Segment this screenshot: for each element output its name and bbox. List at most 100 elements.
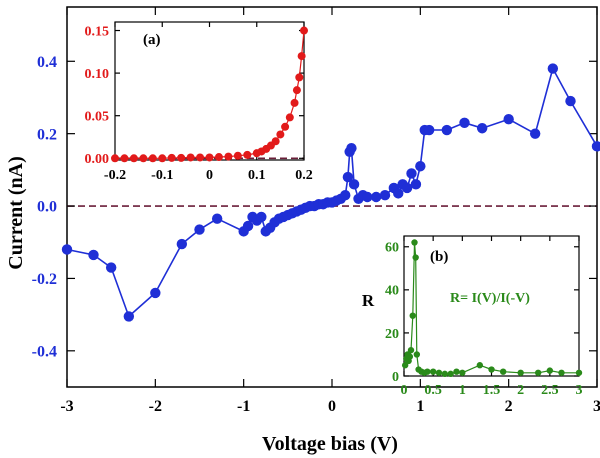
inset_b-data-point	[406, 353, 414, 360]
main-y-tick-label: 0.4	[37, 54, 57, 71]
inset_b-data-point	[488, 366, 495, 373]
inset_a-data-point	[243, 150, 252, 159]
inset_b-y-tick-label: 0	[392, 370, 399, 385]
inset_b-data-point	[411, 239, 418, 246]
inset_a-data-point	[300, 26, 308, 35]
inset_a-data-point	[297, 52, 306, 61]
inset_a-x-tick-label: -0.1	[151, 168, 173, 183]
main-data-point	[565, 95, 576, 107]
inset_a-x-tick-label: 0.1	[248, 168, 266, 183]
inset_b-data-point	[424, 368, 431, 375]
main-data-point	[362, 191, 373, 203]
inset_b-y-tick-label: 20	[385, 327, 399, 342]
main-data-point	[123, 311, 135, 322]
main-data-point	[591, 141, 600, 152]
inset_b-data-point	[435, 369, 443, 376]
inset_a-data-point	[292, 86, 301, 95]
main-data-point	[346, 142, 357, 154]
main-data-point	[370, 191, 382, 203]
main-data-point	[406, 168, 417, 179]
inset_b-data-point	[575, 369, 583, 376]
inset_b-x-tick-label: 2	[517, 383, 524, 398]
inset_b-y-tick-label: 40	[385, 284, 399, 299]
main-data-point	[441, 124, 453, 136]
inset_b-data-point	[441, 370, 449, 378]
main-data-point	[242, 220, 254, 232]
inset_a-data-point	[276, 130, 285, 139]
inset_b-data-point	[453, 368, 460, 375]
main-y-tick-label: 0.2	[37, 126, 57, 143]
inset_a-data-point	[158, 154, 167, 163]
inset_b-x-tick-label: 1	[459, 383, 466, 398]
inset_a-data-point	[196, 153, 205, 162]
inset_a-data-point	[281, 122, 290, 131]
inset_a-data-point	[285, 113, 294, 122]
inset_b-data-point	[459, 369, 466, 376]
main-data-point	[348, 179, 360, 190]
main-y-tick-label: -0.4	[32, 343, 57, 360]
main-y-tick-label: 0.0	[37, 199, 57, 216]
main-x-tick-label: 2	[505, 398, 513, 415]
inset_b-data-point	[409, 312, 416, 319]
main-data-point	[503, 113, 514, 125]
main-data-point	[176, 238, 188, 250]
main-x-tick-label: -3	[60, 398, 73, 415]
inset_a-y-tick-label: 0.15	[85, 24, 110, 39]
inset-a-title: (a)	[143, 32, 161, 48]
main-data-point	[194, 224, 205, 235]
main-x-tick-label: 1	[416, 398, 424, 415]
main-data-point	[529, 128, 541, 139]
inset_a-series-line	[115, 30, 305, 159]
inset_a-data-point	[129, 154, 138, 163]
inset-b-y-axis-label: R	[362, 291, 375, 310]
inset_b-data-point	[447, 370, 454, 378]
inset_a-data-point	[214, 153, 223, 162]
inset_b-x-tick-label: 0.5	[424, 383, 442, 398]
inset_a-data-point	[290, 98, 299, 107]
inset-b-annotation: R= I(V)/I(-V)	[450, 291, 530, 306]
inset_a-data-point	[139, 154, 148, 163]
main-data-point	[393, 188, 404, 199]
inset_a-data-point	[233, 151, 242, 160]
inset_b-y-tick-label: 60	[385, 241, 399, 256]
main-data-point	[476, 123, 488, 134]
main-data-point	[105, 262, 117, 273]
main-data-point	[379, 189, 391, 201]
inset_b-data-point	[546, 367, 554, 374]
main-y-axis-label: Current (nA)	[5, 156, 27, 270]
inset_a-data-point	[120, 154, 129, 163]
inset_b-x-tick-label: 2.5	[541, 383, 559, 398]
inset_a-y-tick-label: 0.10	[85, 67, 110, 82]
main-x-tick-label: -1	[237, 398, 250, 415]
inset_b-data-point	[407, 346, 415, 354]
main-data-point	[423, 124, 435, 136]
inset-a-chart: -0.2 -0.1 0 0.1 0.2 0.00 0.05 0.10 0.15 (a)	[85, 21, 313, 183]
inset_b-data-point	[499, 368, 507, 375]
inset_b-data-point	[476, 362, 484, 369]
inset_b-x-tick-label: 1.5	[483, 383, 501, 398]
inset_a-y-tick-label: 0.00	[85, 152, 110, 167]
main-data-point	[256, 211, 267, 223]
inset_b-frame	[403, 235, 580, 377]
main-data-point	[401, 182, 413, 194]
main-data-point	[340, 189, 351, 201]
inset_b-data-point	[534, 369, 542, 376]
main-data-point	[150, 287, 161, 299]
inset_b-x-tick-label: 3	[576, 383, 583, 398]
inset_a-data-point	[167, 153, 176, 162]
main-data-point	[88, 249, 99, 261]
main-data-point	[415, 161, 426, 172]
inset_b-data-point	[558, 369, 565, 376]
main-y-tick-label: -0.2	[32, 271, 57, 288]
inset_b-data-point	[401, 362, 409, 369]
inset_b-data-point	[429, 368, 437, 375]
main-x-tick-label: 0	[328, 398, 336, 415]
inset_a-frame	[114, 21, 305, 161]
inset_a-data-point	[205, 153, 214, 162]
inset_a-x-tick-label: -0.2	[104, 168, 126, 183]
inset-b-title: (b)	[430, 249, 448, 265]
inset_b-data-point	[412, 254, 419, 261]
main-data-point	[410, 179, 422, 190]
